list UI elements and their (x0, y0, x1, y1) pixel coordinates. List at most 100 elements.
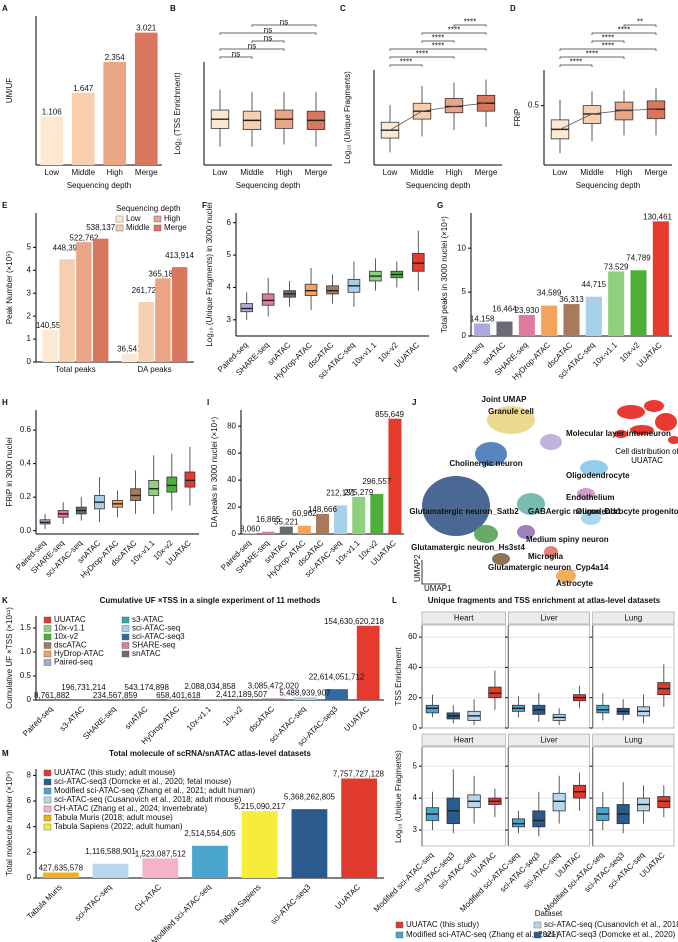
value-label: 23,930 (515, 306, 540, 315)
bar (192, 845, 228, 878)
y-tick-label: 3 (413, 825, 418, 834)
legend-swatch (533, 931, 542, 939)
x-tick-label: snATAC (123, 704, 150, 731)
bar (315, 513, 330, 534)
inset-blob (668, 436, 678, 444)
legend-label: UUATAC (54, 615, 86, 624)
value-label: 855,649 (375, 410, 404, 419)
x-axis-label: Sequencing depth (236, 181, 301, 190)
panel-letter: B (170, 4, 176, 13)
median-trend (389, 102, 487, 131)
cluster-label: GABAergic neuron_Dlx1 (528, 507, 622, 516)
value-label: 196,731,214 (61, 683, 106, 692)
value-label: 658,401,618 (156, 691, 201, 700)
value-label: 16,865 (256, 515, 281, 524)
cluster-label: Molecular layer interneuron (566, 429, 671, 438)
y-tick-label: 5 (227, 250, 232, 259)
legend-swatch (395, 921, 404, 929)
bar (138, 302, 154, 362)
x-tick-label: High (616, 168, 632, 177)
x-tick-label: Low (213, 168, 228, 177)
x-axis-label: Sequencing depth (67, 181, 132, 190)
value-label: 130,461 (643, 212, 672, 221)
legend-label: dscATAC (54, 641, 87, 650)
facet-frame (421, 624, 506, 729)
y-axis-label: FRiP in 3000 nuclei (5, 437, 14, 506)
y-tick-label: 4 (27, 265, 32, 274)
legend-swatch (43, 814, 52, 822)
y-tick-label: 4 (27, 822, 32, 831)
x-tick-label: Middle (580, 168, 604, 177)
inset-blob (617, 405, 645, 419)
bar (370, 494, 384, 534)
box (166, 476, 178, 493)
legend-label: sci-ATAC-seq (Cusanovich et al., 2018; a… (54, 795, 242, 804)
x-tick-label: Tabula Muris (25, 883, 63, 921)
value-label: 296,557 (362, 477, 391, 486)
y-tick-label: 0 (27, 695, 32, 704)
significance-label: **** (602, 42, 614, 51)
significance-bracket (623, 24, 657, 27)
legend-label: sci-ATAC-seq (Cusanovich et al., 2018) (544, 920, 678, 929)
panel-letter: C (340, 4, 346, 13)
inset-label-box: Cell distribution of UUATAC (615, 448, 678, 465)
significance-bracket (219, 32, 317, 35)
legend-swatch (43, 625, 52, 632)
panel-letter: J (412, 398, 416, 407)
box (326, 285, 339, 295)
y-axis-label: FRiP (513, 109, 522, 127)
value-label: 5,488,939,907 (279, 688, 331, 697)
box (552, 792, 566, 812)
box (184, 471, 196, 488)
legend-swatch (121, 625, 130, 632)
cluster-blob (580, 460, 608, 476)
facet-strip (508, 733, 590, 747)
x-tick-label: Merge (135, 168, 158, 177)
legend-label: SHARE-seq (132, 641, 175, 650)
facet-frame (592, 746, 675, 847)
significance-bracket (591, 32, 657, 35)
bar (103, 61, 127, 165)
cluster-label: Glutamatergic neuron_Cyp4a14 (488, 563, 609, 572)
facet-frame (421, 746, 506, 847)
x-axis-label: Dataset (535, 909, 563, 918)
value-label: 36,313 (559, 295, 584, 304)
box (512, 818, 526, 828)
x-tick-label: DA peaks (137, 365, 171, 374)
y-tick-label: 1.0 (20, 647, 32, 656)
inset-label: Cell distribution of UUATAC (615, 448, 678, 465)
y-tick-label: 0.6 (20, 425, 32, 434)
value-label: 427,635,578 (39, 864, 84, 873)
legend-label: sci-ATAC-seq3 (Domcke et al., 2020) (544, 930, 676, 939)
significance-label: **** (618, 26, 630, 35)
significance-bracket (421, 40, 455, 43)
x-tick-label: sci-ATAC-seq (73, 883, 113, 923)
panel-letter: H (2, 398, 8, 407)
legend-swatch (43, 805, 52, 813)
y-axis-label: DA peaks in 3000 nuclei (×10⁴) (210, 416, 219, 527)
panel-letter: E (2, 201, 8, 210)
legend-label: Middle (126, 223, 150, 232)
cluster-blob (475, 442, 507, 466)
y-axis-label: UM/UF (5, 78, 14, 103)
cluster-label: Granule cell (488, 407, 534, 416)
x-tick-label: High (276, 168, 292, 177)
y-tick-label: 0.4 (20, 459, 32, 468)
legend-swatch (43, 659, 52, 666)
bar (585, 296, 602, 336)
cluster-blob (517, 525, 535, 539)
bar (652, 221, 669, 336)
significance-label: **** (464, 18, 476, 27)
legend-swatch (43, 778, 52, 786)
facet-label: Liver (540, 736, 558, 745)
y-tick-label: 20 (227, 502, 236, 511)
y-tick-label: 5 (462, 287, 467, 296)
facet-frame (592, 624, 675, 729)
cluster-label: Astrocyte (556, 579, 593, 588)
significance-label: **** (432, 42, 444, 51)
significance-label: ns (264, 26, 272, 35)
bar (297, 525, 311, 534)
y-tick-label: 6 (227, 218, 232, 227)
legend-label: High (164, 214, 180, 223)
bar (325, 689, 348, 700)
